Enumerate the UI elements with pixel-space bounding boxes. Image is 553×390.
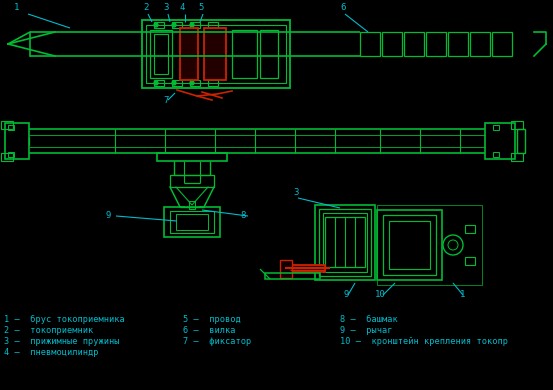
Bar xyxy=(204,28,226,80)
Bar xyxy=(189,201,195,209)
Text: 9: 9 xyxy=(105,211,111,220)
Bar xyxy=(154,80,164,86)
Bar xyxy=(172,80,182,86)
Bar xyxy=(8,152,14,157)
Bar xyxy=(180,28,198,80)
Bar xyxy=(319,209,371,276)
Bar xyxy=(448,32,468,56)
Circle shape xyxy=(154,81,158,85)
Bar xyxy=(170,175,214,187)
Text: 7 –  фиксатор: 7 – фиксатор xyxy=(183,337,251,346)
Bar xyxy=(382,32,402,56)
Bar xyxy=(323,213,367,272)
Bar xyxy=(517,129,525,153)
Bar xyxy=(150,30,172,78)
Bar xyxy=(190,80,200,86)
Text: 1: 1 xyxy=(14,3,19,12)
Bar xyxy=(404,32,424,56)
Bar xyxy=(325,217,365,267)
Bar xyxy=(315,205,375,280)
Bar xyxy=(157,153,227,161)
Text: 6 –  вилка: 6 – вилка xyxy=(183,326,236,335)
Circle shape xyxy=(154,23,158,27)
Text: 9: 9 xyxy=(343,290,348,299)
Circle shape xyxy=(172,23,176,27)
Text: 3: 3 xyxy=(163,3,168,12)
Bar xyxy=(360,32,380,56)
Bar xyxy=(465,225,475,233)
Bar xyxy=(485,123,515,159)
Bar xyxy=(492,32,512,56)
Text: 8 –  башмак: 8 – башмак xyxy=(340,315,398,324)
Bar xyxy=(164,207,220,237)
Bar xyxy=(493,152,499,157)
Bar xyxy=(1,153,13,161)
Circle shape xyxy=(172,81,176,85)
Bar xyxy=(389,221,430,269)
Bar xyxy=(470,32,490,56)
Text: 10 –  кронштейн крепления токопр: 10 – кронштейн крепления токопр xyxy=(340,337,508,346)
Bar xyxy=(190,22,200,28)
Text: 8: 8 xyxy=(240,211,246,220)
Bar xyxy=(511,153,523,161)
Bar xyxy=(265,273,320,279)
Bar xyxy=(8,125,14,130)
Bar xyxy=(232,30,257,78)
Bar xyxy=(377,205,482,285)
Bar xyxy=(154,34,168,74)
Bar xyxy=(426,32,446,56)
Circle shape xyxy=(190,23,194,27)
Bar xyxy=(465,257,475,265)
Bar xyxy=(208,80,218,86)
Bar xyxy=(511,121,523,129)
Bar xyxy=(176,214,208,230)
Text: 4 –  пневмоцилиндр: 4 – пневмоцилиндр xyxy=(4,348,98,357)
Bar xyxy=(5,123,29,159)
Text: 3 –  прижимные пружины: 3 – прижимные пружины xyxy=(4,337,119,346)
Bar xyxy=(260,30,278,78)
Bar xyxy=(383,215,436,275)
Text: 5: 5 xyxy=(198,3,204,12)
Text: 10: 10 xyxy=(375,290,386,299)
Bar xyxy=(170,211,214,233)
Bar xyxy=(1,121,13,129)
Bar xyxy=(290,265,325,272)
Bar xyxy=(208,22,218,28)
Text: 1: 1 xyxy=(460,290,466,299)
Bar xyxy=(146,25,286,83)
Bar xyxy=(172,22,182,28)
Text: 5 –  провод: 5 – провод xyxy=(183,315,241,324)
Bar xyxy=(377,210,442,280)
Text: 1 –  брус токоприемника: 1 – брус токоприемника xyxy=(4,315,125,324)
Bar xyxy=(280,260,292,278)
Circle shape xyxy=(190,81,194,85)
Text: 2 –  токоприемник: 2 – токоприемник xyxy=(4,326,93,335)
Text: 3: 3 xyxy=(293,188,299,197)
Bar xyxy=(142,20,290,88)
Text: 2: 2 xyxy=(143,3,148,12)
Text: 7: 7 xyxy=(163,96,168,105)
Bar xyxy=(154,22,164,28)
Text: 4: 4 xyxy=(180,3,185,12)
Bar xyxy=(493,125,499,130)
Text: 6: 6 xyxy=(340,3,346,12)
Text: 9 –  рычаг: 9 – рычаг xyxy=(340,326,393,335)
